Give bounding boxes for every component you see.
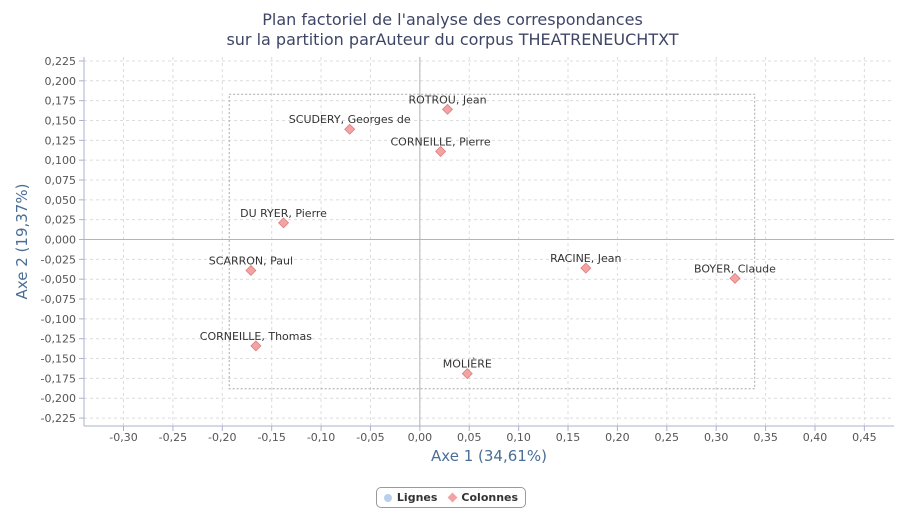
data-point[interactable] <box>278 217 290 229</box>
x-tick-label: -0,15 <box>257 431 285 444</box>
y-tick-label: 0,075 <box>45 174 77 187</box>
y-tick-label: 0,150 <box>45 114 77 127</box>
y-axis-title: Axe 2 (19,37%) <box>13 184 31 300</box>
point-label: MOLIÈRE <box>443 358 492 371</box>
chart-title-line2: sur la partition parAuteur du corpus THE… <box>226 30 679 49</box>
x-tick-label: 0,35 <box>753 431 778 444</box>
x-tick-label: -0,20 <box>208 431 236 444</box>
chart-title: Plan factoriel de l'analyse des correspo… <box>0 10 905 50</box>
y-tick-label: 0,000 <box>45 234 77 247</box>
y-tick-label: -0,225 <box>41 412 76 425</box>
x-tick-label: -0,30 <box>109 431 137 444</box>
point-label: SCUDERY, Georges de <box>289 113 411 126</box>
x-axis-title: Axe 1 (34,61%) <box>431 447 547 465</box>
y-tick-label: -0,075 <box>41 293 76 306</box>
x-tick-label: 0,40 <box>803 431 828 444</box>
y-tick-label: -0,050 <box>41 273 76 286</box>
points-bounding-box <box>228 93 756 390</box>
data-point[interactable] <box>461 368 473 380</box>
data-point[interactable] <box>580 262 592 274</box>
y-tick-label: 0,025 <box>45 214 77 227</box>
y-tick-label: -0,175 <box>41 372 76 385</box>
point-label: RACINE, Jean <box>550 252 621 265</box>
legend: Lignes Colonnes <box>376 487 526 508</box>
x-tick-label: 0,05 <box>457 431 482 444</box>
y-tick-label: 0,175 <box>45 95 77 108</box>
x-tick-label: -0,10 <box>307 431 335 444</box>
y-tick-label: 0,125 <box>45 134 77 147</box>
x-tick-label: 0,00 <box>408 431 433 444</box>
x-tick-label: 0,30 <box>704 431 729 444</box>
x-tick-label: 0,25 <box>655 431 680 444</box>
y-tick-label: 0,100 <box>45 154 77 167</box>
y-tick-label: 0,225 <box>45 55 77 68</box>
data-point[interactable] <box>729 272 741 284</box>
legend-label-colonnes: Colonnes <box>461 491 519 504</box>
point-label: ROTROU, Jean <box>408 93 486 106</box>
data-point[interactable] <box>441 103 454 115</box>
x-tick-labels: -0,30 -0,25 -0,20 -0,15 -0,10 -0,05 0,00 0,05 0,… <box>109 431 876 444</box>
y-tick-label: -0,200 <box>41 392 76 405</box>
x-tick-label: -0,25 <box>159 431 187 444</box>
y-tick-label: -0,100 <box>41 313 76 326</box>
data-point[interactable] <box>344 123 356 135</box>
point-label: CORNEILLE, Thomas <box>200 330 312 343</box>
chart-title-line1: Plan factoriel de l'analyse des correspo… <box>262 10 643 29</box>
legend-item-lignes[interactable]: Lignes <box>383 491 438 504</box>
legend-label-lignes: Lignes <box>396 491 438 504</box>
point-label: DU RYER, Pierre <box>240 207 327 220</box>
y-tick-labels: 0,225 0,200 0,175 0,150 0,125 0,100 0,075 0,050… <box>41 55 76 425</box>
y-tick-label: -0,025 <box>41 253 76 266</box>
grid <box>84 57 894 426</box>
y-tick-label: 0,200 <box>45 75 77 88</box>
point-label: BOYER, Claude <box>694 262 776 275</box>
x-tick-label: -0,05 <box>356 431 384 444</box>
y-tick-label: -0,150 <box>41 353 76 366</box>
point-label: CORNEILLE, Pierre <box>390 135 490 148</box>
x-tick-label: 0,45 <box>852 431 877 444</box>
point-label: SCARRON, Paul <box>209 254 293 267</box>
y-tick-label: -0,125 <box>41 333 76 346</box>
x-tick-label: 0,10 <box>506 431 531 444</box>
diamond-marker-icon <box>447 492 458 503</box>
axes <box>79 57 894 431</box>
x-tick-label: 0,15 <box>556 431 581 444</box>
data-point[interactable] <box>435 145 447 157</box>
y-tick-label: 0,050 <box>45 194 77 207</box>
zero-lines <box>84 57 894 426</box>
data-point[interactable] <box>245 264 257 276</box>
data-point[interactable] <box>250 340 262 352</box>
x-tick-label: 0,20 <box>605 431 630 444</box>
bounding-box <box>228 93 756 390</box>
circle-marker-icon <box>383 493 392 502</box>
legend-item-colonnes[interactable]: Colonnes <box>447 491 519 504</box>
data-points: ROTROU, Jean SCUDERY, Georges de CORNEILLE… <box>200 93 776 380</box>
